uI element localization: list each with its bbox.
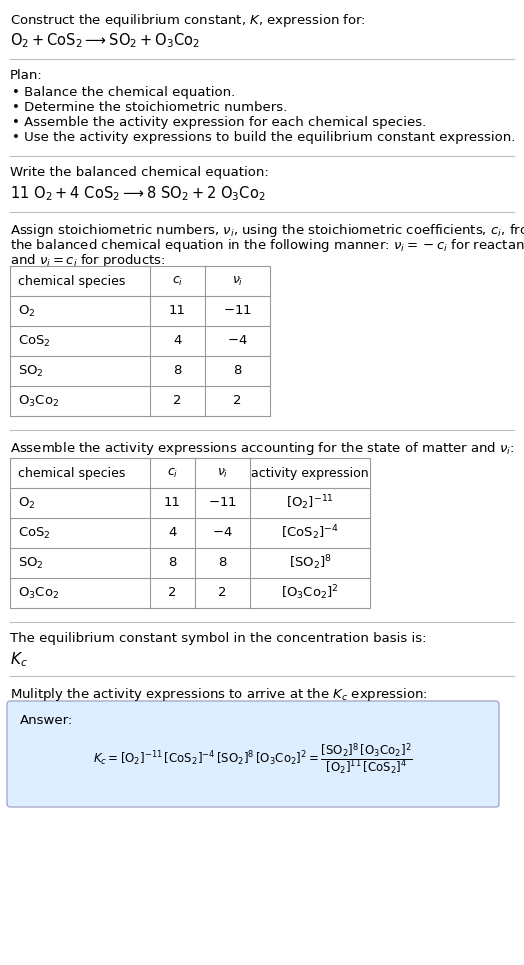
Text: the balanced chemical equation in the following manner: $\nu_i = -c_i$ for react: the balanced chemical equation in the fo…	[10, 237, 524, 254]
Text: Plan:: Plan:	[10, 69, 43, 82]
Text: 8: 8	[233, 365, 242, 377]
Text: $-4$: $-4$	[227, 335, 248, 347]
Text: $c_i$: $c_i$	[172, 274, 183, 288]
Text: $K_c$: $K_c$	[10, 650, 28, 669]
Text: activity expression: activity expression	[251, 466, 369, 480]
FancyBboxPatch shape	[7, 701, 499, 807]
Bar	[10, 266, 270, 416]
Text: $\mathrm{SO_2}$: $\mathrm{SO_2}$	[18, 556, 44, 570]
Text: Assign stoichiometric numbers, $\nu_i$, using the stoichiometric coefficients, $: Assign stoichiometric numbers, $\nu_i$, …	[10, 222, 524, 239]
Text: Construct the equilibrium constant, $K$, expression for:: Construct the equilibrium constant, $K$,…	[10, 12, 366, 29]
Text: 2: 2	[219, 587, 227, 599]
Text: $\mathrm{O_3Co_2}$: $\mathrm{O_3Co_2}$	[18, 586, 59, 600]
Text: chemical species: chemical species	[18, 274, 125, 288]
Text: 4: 4	[168, 527, 177, 539]
Text: 8: 8	[173, 365, 182, 377]
Text: $\mathrm{O_2}$: $\mathrm{O_2}$	[18, 495, 36, 510]
Text: chemical species: chemical species	[18, 466, 125, 480]
Text: • Balance the chemical equation.: • Balance the chemical equation.	[12, 86, 235, 99]
Text: • Assemble the activity expression for each chemical species.: • Assemble the activity expression for e…	[12, 116, 426, 129]
Text: $\mathrm{SO_2}$: $\mathrm{SO_2}$	[18, 364, 44, 378]
Text: and $\nu_i = c_i$ for products:: and $\nu_i = c_i$ for products:	[10, 252, 166, 269]
Text: Mulitply the activity expressions to arrive at the $K_c$ expression:: Mulitply the activity expressions to arr…	[10, 686, 428, 703]
Bar	[10, 458, 370, 608]
Text: 8: 8	[168, 557, 177, 569]
Text: 8: 8	[219, 557, 227, 569]
Text: $\mathrm{O_2}$: $\mathrm{O_2}$	[18, 303, 36, 318]
Text: Answer:: Answer:	[20, 714, 73, 727]
Text: Write the balanced chemical equation:: Write the balanced chemical equation:	[10, 166, 269, 179]
Text: 2: 2	[173, 395, 182, 407]
Text: $-11$: $-11$	[223, 305, 252, 317]
Text: $-11$: $-11$	[208, 497, 237, 510]
Text: $\mathrm{CoS_2}$: $\mathrm{CoS_2}$	[18, 334, 51, 348]
Text: The equilibrium constant symbol in the concentration basis is:: The equilibrium constant symbol in the c…	[10, 632, 427, 645]
Text: $[\mathrm{CoS_2}]^{-4}$: $[\mathrm{CoS_2}]^{-4}$	[281, 524, 339, 542]
Text: $[\mathrm{O_3Co_2}]^{2}$: $[\mathrm{O_3Co_2}]^{2}$	[281, 584, 339, 602]
Text: $\nu_i$: $\nu_i$	[217, 466, 228, 480]
Text: 4: 4	[173, 335, 182, 347]
Text: 2: 2	[233, 395, 242, 407]
Text: $\nu_i$: $\nu_i$	[232, 274, 243, 288]
Text: $\mathrm{11\ O_2 + 4\ CoS_2 \longrightarrow 8\ SO_2 + 2\ O_3Co_2}$: $\mathrm{11\ O_2 + 4\ CoS_2 \longrightar…	[10, 184, 266, 203]
Text: $\mathrm{CoS_2}$: $\mathrm{CoS_2}$	[18, 526, 51, 540]
Text: $\mathrm{O_2 + CoS_2 \longrightarrow SO_2 + O_3Co_2}$: $\mathrm{O_2 + CoS_2 \longrightarrow SO_…	[10, 31, 200, 50]
Text: • Use the activity expressions to build the equilibrium constant expression.: • Use the activity expressions to build …	[12, 131, 516, 144]
Text: $[\mathrm{O_2}]^{-11}$: $[\mathrm{O_2}]^{-11}$	[286, 494, 334, 512]
Bar	[10, 266, 270, 416]
Text: $\mathrm{O_3Co_2}$: $\mathrm{O_3Co_2}$	[18, 394, 59, 408]
Text: $[\mathrm{SO_2}]^{8}$: $[\mathrm{SO_2}]^{8}$	[289, 554, 332, 572]
Text: $K_c = [\mathrm{O_2}]^{-11}\,[\mathrm{CoS_2}]^{-4}\,[\mathrm{SO_2}]^{8}\,[\mathr: $K_c = [\mathrm{O_2}]^{-11}\,[\mathrm{Co…	[93, 741, 413, 777]
Text: 2: 2	[168, 587, 177, 599]
Text: 11: 11	[169, 305, 186, 317]
Bar	[10, 458, 370, 608]
Text: • Determine the stoichiometric numbers.: • Determine the stoichiometric numbers.	[12, 101, 287, 114]
Text: 11: 11	[164, 497, 181, 510]
Text: $c_i$: $c_i$	[167, 466, 178, 480]
Text: Assemble the activity expressions accounting for the state of matter and $\nu_i$: Assemble the activity expressions accoun…	[10, 440, 515, 457]
Text: $-4$: $-4$	[212, 527, 233, 539]
